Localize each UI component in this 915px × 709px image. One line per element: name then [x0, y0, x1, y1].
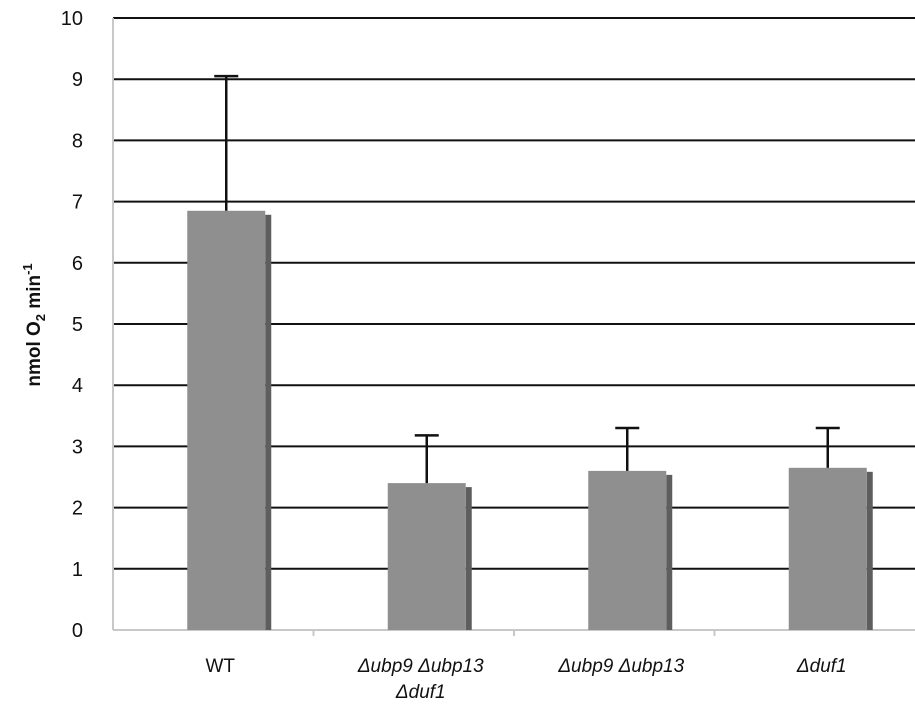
x-category-label-1-0: Δubp9 Δubp13: [357, 656, 484, 677]
bar-shadow: [265, 214, 272, 630]
bar-shadow: [866, 471, 873, 630]
y-tick-4: 4: [72, 375, 83, 397]
y-tick-0: 0: [72, 620, 83, 642]
x-category-label-0-0: WT: [205, 656, 235, 677]
x-category-label-3-0: Δduf1: [796, 656, 847, 677]
bars: [187, 210, 873, 630]
bar-0: [187, 210, 266, 630]
x-category-label-1-1: Δduf1: [395, 682, 446, 703]
y-axis-label: nmol O2 min-1: [20, 263, 48, 386]
bar-3: [788, 467, 867, 630]
x-category-labels: WT Δubp9 Δubp13 Δduf1 Δubp9 Δubp13 Δduf1: [205, 656, 846, 703]
y-tick-7: 7: [72, 192, 83, 214]
y-tick-2: 2: [72, 498, 83, 520]
y-tick-9: 9: [72, 69, 83, 91]
y-tick-3: 3: [72, 436, 83, 458]
bar-shadow: [465, 487, 472, 630]
bar-1: [387, 483, 466, 630]
y-tick-8: 8: [72, 130, 83, 152]
bar-shadow: [666, 474, 673, 630]
y-tick-10: 10: [61, 8, 83, 30]
x-category-label-2-0: Δubp9 Δubp13: [557, 656, 684, 677]
error-bars: [214, 74, 840, 484]
bar-2: [588, 470, 667, 630]
y-tick-1: 1: [72, 559, 83, 581]
y-tick-labels: 0 1 2 3 4 5 6 7 8 9 10: [61, 8, 83, 642]
y-tick-6: 6: [72, 253, 83, 275]
y-tick-5: 5: [72, 314, 83, 336]
